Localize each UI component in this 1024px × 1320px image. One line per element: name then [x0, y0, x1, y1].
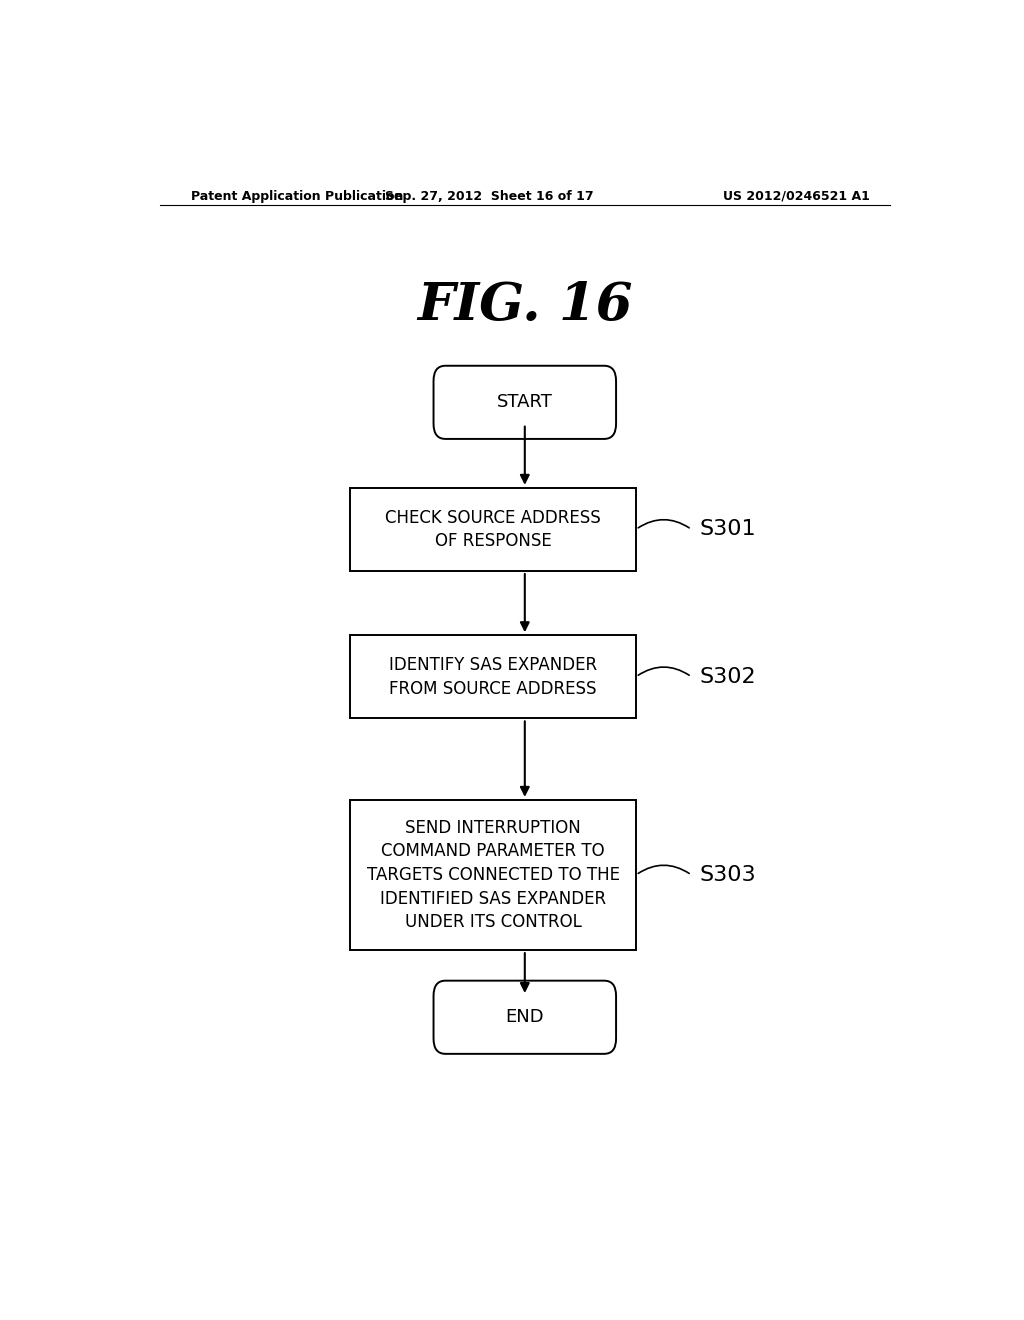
- FancyBboxPatch shape: [433, 366, 616, 440]
- Text: S303: S303: [699, 865, 756, 884]
- Bar: [350, 487, 636, 572]
- Text: START: START: [497, 393, 553, 412]
- Text: CHECK SOURCE ADDRESS
OF RESPONSE: CHECK SOURCE ADDRESS OF RESPONSE: [385, 508, 601, 550]
- Text: Patent Application Publication: Patent Application Publication: [191, 190, 403, 202]
- Bar: [350, 635, 636, 718]
- Text: S302: S302: [699, 667, 756, 686]
- Text: IDENTIFY SAS EXPANDER
FROM SOURCE ADDRESS: IDENTIFY SAS EXPANDER FROM SOURCE ADDRES…: [389, 656, 597, 697]
- FancyBboxPatch shape: [433, 981, 616, 1053]
- Text: SEND INTERRUPTION
COMMAND PARAMETER TO
TARGETS CONNECTED TO THE
IDENTIFIED SAS E: SEND INTERRUPTION COMMAND PARAMETER TO T…: [367, 818, 620, 931]
- Text: US 2012/0246521 A1: US 2012/0246521 A1: [723, 190, 870, 202]
- Text: S301: S301: [699, 519, 756, 540]
- Text: Sep. 27, 2012  Sheet 16 of 17: Sep. 27, 2012 Sheet 16 of 17: [385, 190, 593, 202]
- Text: END: END: [506, 1008, 544, 1026]
- Bar: [350, 800, 636, 950]
- Text: FIG. 16: FIG. 16: [417, 280, 633, 331]
